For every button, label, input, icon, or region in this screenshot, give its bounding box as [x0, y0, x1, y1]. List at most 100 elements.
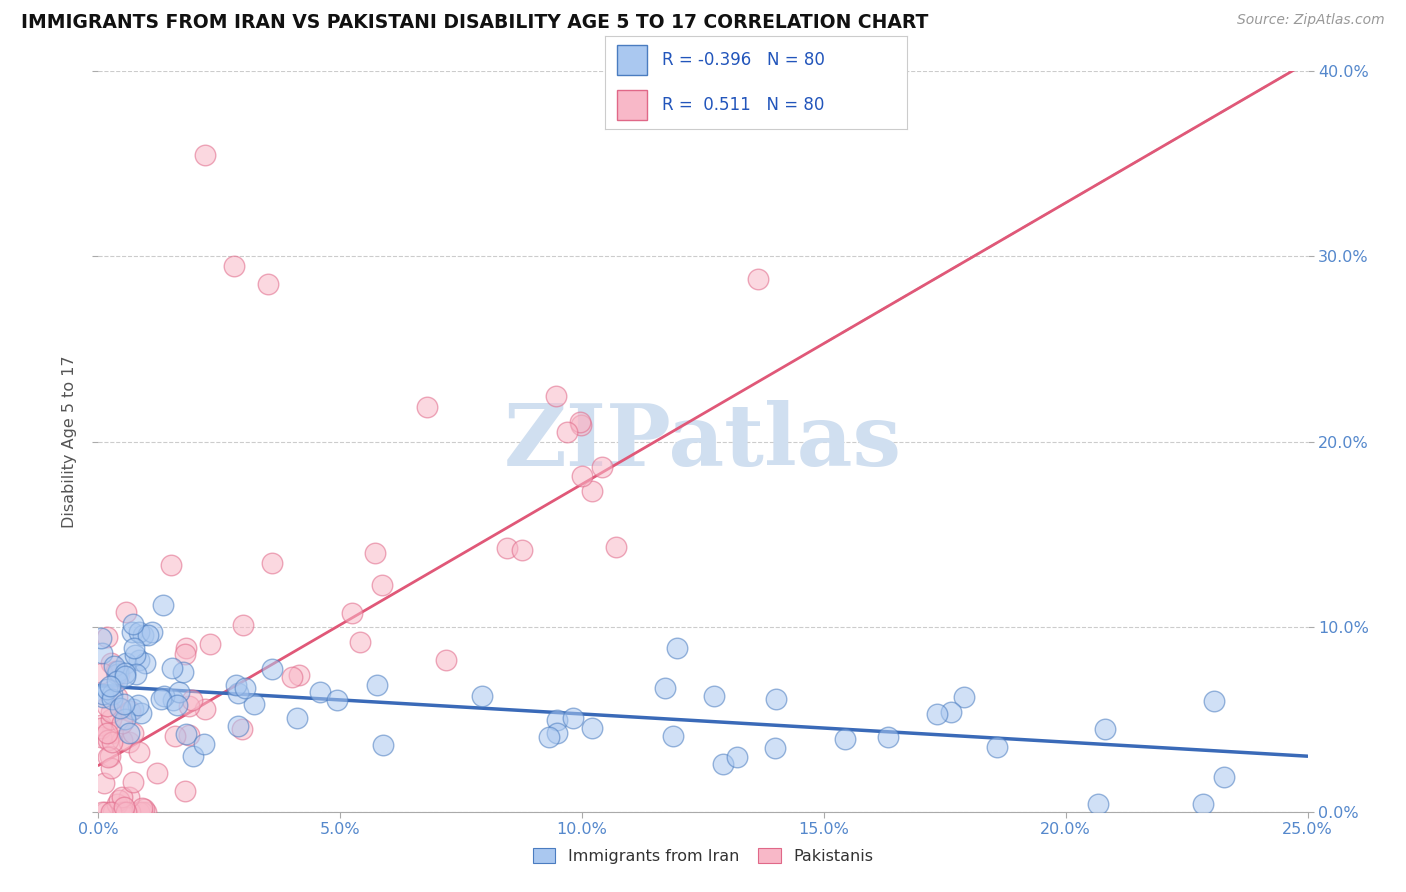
Point: [181, 693, 204, 707]
Point: [90, 721, 112, 735]
Point: [160, 661, 183, 675]
Point: [233, 681, 256, 695]
Point: [605, 540, 627, 554]
Point: [111, 789, 134, 804]
Point: [711, 757, 734, 772]
Point: [100, 692, 122, 706]
Point: [544, 389, 567, 403]
Point: [326, 692, 349, 706]
Point: [546, 726, 568, 740]
Point: [107, 797, 129, 812]
Point: [115, 605, 138, 619]
Point: [100, 712, 122, 726]
Point: [232, 618, 254, 632]
Point: [118, 704, 141, 718]
Point: [153, 689, 176, 703]
Point: [100, 761, 122, 775]
Point: [101, 805, 124, 819]
Point: [104, 665, 127, 679]
Point: [100, 726, 122, 740]
Point: [562, 711, 585, 725]
Point: [953, 690, 976, 704]
Point: [120, 805, 142, 819]
Point: [162, 692, 184, 706]
Legend: Immigrants from Iran, Pakistanis: Immigrants from Iran, Pakistanis: [526, 842, 880, 871]
Point: [101, 687, 124, 701]
Point: [118, 790, 141, 805]
Point: [135, 805, 157, 819]
Point: [141, 624, 163, 639]
Point: [172, 665, 194, 679]
Point: [181, 749, 204, 764]
Point: [194, 147, 217, 161]
Point: [114, 712, 136, 726]
Point: [91, 690, 114, 705]
Point: [100, 705, 122, 719]
Point: [309, 685, 332, 699]
Point: [569, 418, 592, 433]
Point: [166, 698, 188, 713]
Point: [91, 805, 114, 819]
Point: [115, 805, 138, 819]
Point: [1212, 771, 1234, 785]
Point: [1087, 797, 1109, 811]
Point: [111, 715, 134, 730]
Point: [765, 692, 787, 706]
Point: [128, 745, 150, 759]
Point: [90, 631, 112, 645]
Point: [90, 730, 112, 744]
Point: [222, 259, 245, 273]
Point: [471, 689, 494, 703]
Text: R = -0.396   N = 80: R = -0.396 N = 80: [662, 51, 825, 69]
Point: [281, 670, 304, 684]
Point: [105, 690, 128, 705]
Point: [97, 750, 120, 764]
Point: [174, 640, 197, 655]
Point: [569, 415, 592, 429]
Point: [226, 719, 249, 733]
Point: [288, 667, 311, 681]
Point: [91, 687, 114, 701]
FancyBboxPatch shape: [617, 90, 647, 120]
Point: [127, 698, 149, 713]
Point: [167, 684, 190, 698]
Point: [370, 578, 392, 592]
Point: [105, 673, 128, 688]
Point: [128, 805, 150, 819]
Point: [434, 653, 457, 667]
Point: [131, 706, 153, 720]
Point: [115, 656, 138, 670]
Point: [94, 805, 117, 819]
Point: [121, 624, 143, 639]
Point: [571, 468, 593, 483]
Point: [225, 678, 247, 692]
Point: [581, 721, 603, 735]
Point: [122, 616, 145, 631]
Point: [1192, 797, 1215, 812]
Point: [96, 631, 118, 645]
Point: [111, 733, 134, 747]
Point: [546, 714, 568, 728]
Point: [363, 546, 385, 560]
Point: [665, 640, 688, 655]
Point: [349, 635, 371, 649]
Point: [100, 805, 122, 819]
Point: [100, 656, 122, 670]
Point: [1094, 722, 1116, 736]
Point: [581, 483, 603, 498]
FancyBboxPatch shape: [617, 45, 647, 75]
Point: [537, 730, 560, 744]
Point: [132, 628, 155, 642]
Point: [121, 775, 143, 789]
Point: [122, 702, 145, 716]
Point: [654, 681, 676, 696]
Point: [262, 662, 284, 676]
Point: [128, 625, 150, 640]
Point: [986, 739, 1008, 754]
Point: [107, 665, 129, 679]
Point: [174, 726, 197, 740]
Point: [834, 732, 856, 747]
Point: [131, 801, 153, 815]
Point: [226, 686, 249, 700]
Point: [876, 730, 898, 744]
